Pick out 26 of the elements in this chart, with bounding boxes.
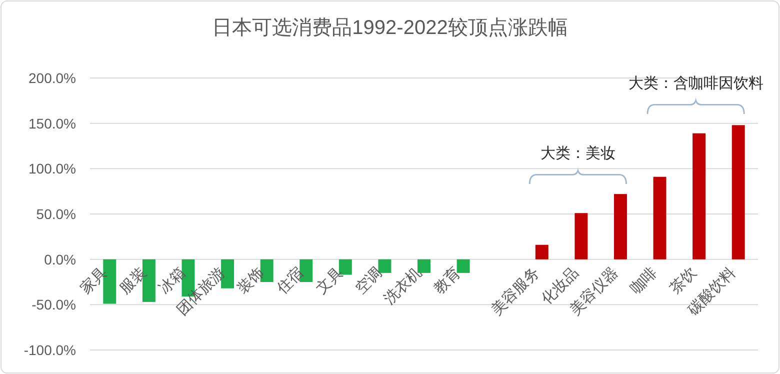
x-tick-label: 美容服务 bbox=[488, 264, 543, 319]
y-tick-label: 150.0% bbox=[28, 115, 76, 132]
x-tick-label: 咖啡 bbox=[627, 264, 661, 298]
y-tick-label: 200.0% bbox=[28, 70, 76, 86]
x-tick-label: 家具 bbox=[77, 264, 110, 298]
bar bbox=[732, 125, 745, 260]
x-tick-label: 服装 bbox=[116, 264, 150, 298]
x-tick-label: 住宿 bbox=[273, 264, 307, 298]
bar bbox=[614, 194, 627, 260]
x-tick-label: 教育 bbox=[430, 264, 464, 298]
x-tick-label: 空调 bbox=[352, 264, 386, 298]
x-tick-label: 文具 bbox=[313, 264, 346, 298]
chart-title: 日本可选消费品1992-2022较顶点涨跌幅 bbox=[212, 17, 568, 39]
y-tick-label: -50.0% bbox=[32, 296, 76, 313]
x-tick-label: 装饰 bbox=[234, 264, 268, 298]
y-tick-label: 50.0% bbox=[36, 206, 76, 222]
annotation: 大类：含咖啡因饮料 bbox=[628, 75, 764, 92]
y-tick-label: -100.0% bbox=[24, 342, 76, 358]
bar bbox=[653, 176, 666, 260]
y-tick-label: 100.0% bbox=[28, 160, 76, 177]
bar bbox=[535, 244, 548, 260]
bar bbox=[574, 213, 588, 260]
y-tick-label: 0.0% bbox=[44, 251, 76, 268]
annotation: 大类：美妆 bbox=[540, 145, 616, 162]
x-tick-label: 冰箱 bbox=[156, 264, 190, 298]
bar bbox=[692, 133, 706, 260]
